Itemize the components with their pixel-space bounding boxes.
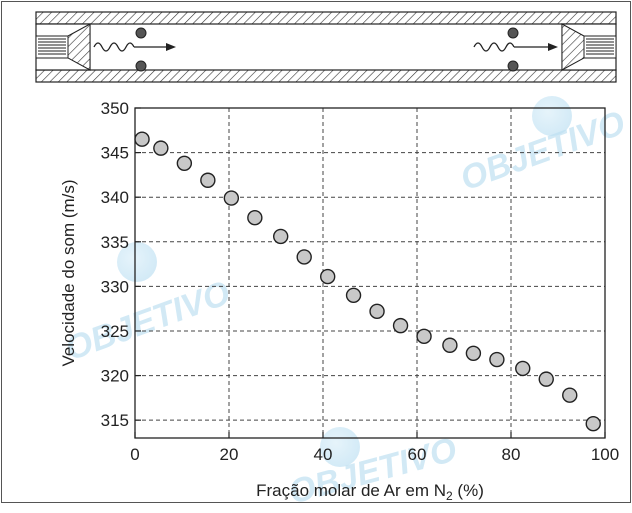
- y-tick-label: 350: [101, 99, 129, 118]
- left-transducer: [35, 23, 91, 71]
- data-point: [223, 190, 240, 206]
- data-point: [489, 351, 505, 368]
- data-point: [442, 337, 458, 353]
- data-point: [296, 249, 312, 265]
- data-point: [585, 416, 601, 432]
- y-axis-label: Velocidade do som (m/s): [59, 179, 78, 366]
- x-axis-label: Fração molar de Ar em N2 (%): [256, 481, 484, 503]
- tube-diagram: [35, 11, 617, 83]
- y-tick-label: 325: [101, 322, 129, 341]
- ticks: 0 20 40 60 80 100 315 320 325 330 335 340 345 350: [101, 99, 620, 464]
- right-transducer: [561, 23, 617, 71]
- x-tick-label: 20: [220, 445, 239, 464]
- x-tick-label: 0: [130, 445, 139, 464]
- watermark-logo-icon: [320, 427, 360, 467]
- watermark-logo-icon: [117, 242, 157, 282]
- x-axis-label-main: Fração molar de Ar em N: [256, 481, 446, 500]
- data-point: [392, 317, 409, 334]
- data-point: [153, 140, 169, 156]
- y-tick-label: 335: [101, 233, 129, 252]
- x-tick-label: 80: [502, 445, 521, 464]
- data-points: [134, 131, 601, 432]
- data-point: [515, 360, 531, 377]
- y-tick-label: 345: [101, 144, 129, 163]
- y-tick-label: 330: [101, 277, 129, 296]
- y-tick-label: 315: [101, 411, 129, 430]
- tube-wall-bottom: [35, 69, 617, 83]
- x-axis-label-subscript: 2: [446, 489, 453, 503]
- chart: 0 20 40 60 80 100 315 320 325 330 335 340 345 350 Vel…: [59, 99, 620, 503]
- data-point: [134, 131, 150, 147]
- data-point: [562, 387, 578, 403]
- data-point: [538, 371, 554, 387]
- sensors: [135, 27, 519, 72]
- data-point: [465, 345, 482, 361]
- x-tick-label: 40: [314, 445, 333, 464]
- wave-left: [93, 42, 176, 52]
- data-point: [176, 155, 193, 171]
- data-point: [273, 228, 289, 245]
- tube-wall-top: [35, 11, 617, 25]
- wave-right: [473, 42, 558, 52]
- x-axis-label-tail: (%): [453, 481, 484, 500]
- watermark-logo-icon: [532, 96, 572, 136]
- gridlines: [135, 108, 605, 438]
- x-tick-label: 60: [408, 445, 427, 464]
- data-point: [247, 210, 263, 226]
- data-point: [416, 328, 432, 345]
- x-tick-label: 100: [591, 445, 619, 464]
- data-point: [200, 172, 216, 188]
- plot-frame: [134, 107, 606, 439]
- y-tick-label: 340: [101, 188, 129, 207]
- data-point: [320, 268, 336, 285]
- data-point: [345, 287, 362, 303]
- y-tick-label: 320: [101, 367, 129, 386]
- data-point: [369, 303, 385, 320]
